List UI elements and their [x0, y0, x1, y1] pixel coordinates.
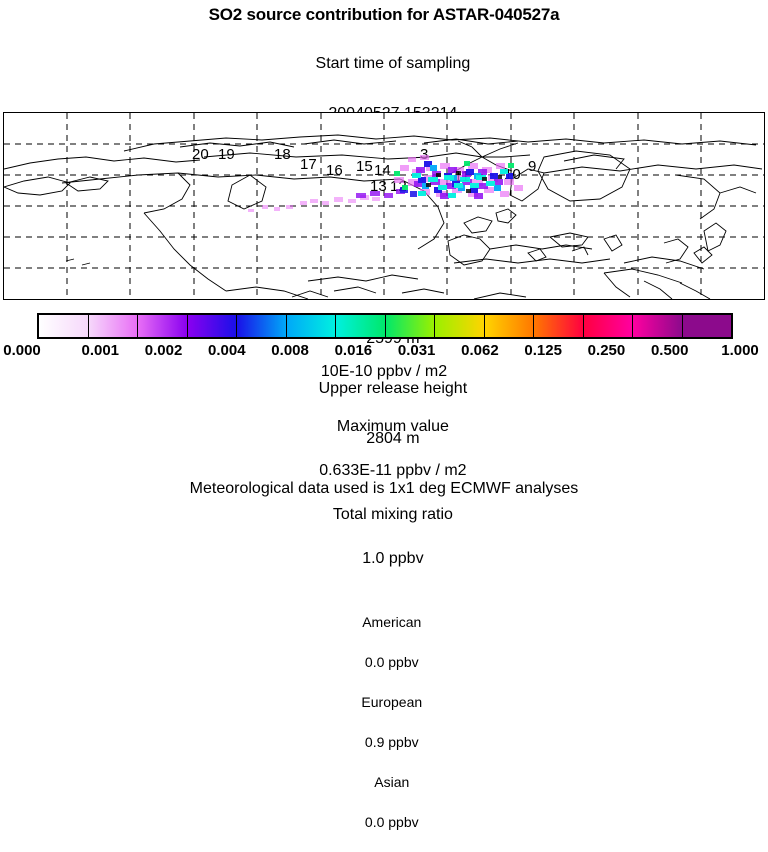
colorbar-band-9 [484, 315, 534, 337]
colorbar-band-8 [435, 315, 485, 337]
region-asian-value: 0.0 ppbv [364, 814, 419, 830]
colorbar-tick-labels: 0.000 0.001 0.002 0.004 0.008 0.016 0.031 0.062… [0, 342, 768, 362]
colorbar-band-13 [682, 315, 731, 337]
colorbar-band-10 [534, 315, 584, 337]
upper-release-height-label: Upper release height [318, 380, 468, 397]
upper-release-height-value: 2804 m [366, 430, 420, 447]
colorbar-unit-label: 10E-10 ppbv / m2 [320, 363, 448, 380]
trajectory-label-20: 20 [192, 146, 209, 163]
trajectory-label-3: 3 [420, 146, 428, 163]
region-american-label: American [362, 614, 422, 630]
colorbar-band-7 [385, 315, 435, 337]
statistics-block: Maximum value 0.633E-11 ppbv / m2 Total … [0, 394, 768, 852]
trajectory-label-16: 16 [326, 162, 343, 179]
start-time-label: Start time of sampling [315, 55, 471, 72]
region-european-label: European [361, 694, 423, 710]
maximum-value-label: Maximum value [336, 418, 449, 435]
colorbar [37, 313, 733, 339]
colorbar-tick-5: 0.016 [334, 342, 373, 359]
colorbar-band-4 [237, 315, 287, 337]
page-title: SO2 source contribution for ASTAR-040527… [208, 5, 560, 24]
meteorological-data-line: Meteorological data used is 1x1 deg ECMW… [189, 480, 579, 497]
map-panel: 20 19 18 17 16 15 14 13 12 3 11 10 9 [3, 112, 765, 300]
statistics-region-row: American 0.0 ppbv European 0.9 ppbv Asia… [0, 592, 768, 852]
colorbar-band-2 [138, 315, 188, 337]
colorbar-band-6 [336, 315, 386, 337]
colorbar-band-3 [187, 315, 237, 337]
total-mixing-ratio-value: 1.0 ppbv [362, 550, 424, 567]
concentration-plume [248, 155, 523, 212]
map-gridlines [4, 113, 764, 299]
colorbar-band-0 [39, 315, 89, 337]
colorbar-tick-4: 0.008 [271, 342, 309, 359]
colorbar-tick-8: 0.125 [524, 342, 562, 359]
trajectory-label-14: 14 [374, 162, 391, 179]
trajectory-label-13: 13 [370, 178, 387, 195]
trajectory-label-18: 18 [274, 146, 291, 163]
coastlines [4, 134, 763, 299]
trajectory-label-19: 19 [218, 146, 235, 163]
colorbar-band-5 [286, 315, 336, 337]
region-european-value: 0.9 ppbv [364, 734, 419, 750]
colorbar-tick-0: 0.000 [3, 342, 41, 359]
total-mixing-ratio-label: Total mixing ratio [332, 506, 453, 523]
colorbar-band-12 [633, 315, 683, 337]
colorbar-tick-9: 0.250 [587, 342, 626, 359]
colorbar-tick-3: 0.004 [208, 342, 246, 359]
trajectory-label-17: 17 [300, 156, 317, 173]
trajectory-day-labels: 20 19 18 17 16 15 14 13 12 3 11 10 9 [192, 146, 536, 195]
colorbar-tick-7: 0.062 [461, 342, 499, 359]
colorbar-band-1 [88, 315, 138, 337]
colorbar-tick-2: 0.002 [144, 342, 183, 359]
statistics-primary-row: Maximum value 0.633E-11 ppbv / m2 Total … [0, 394, 768, 592]
region-american-value: 0.0 ppbv [364, 654, 419, 670]
colorbar-tick-1: 0.001 [81, 342, 120, 359]
colorbar-tick-6: 0.031 [397, 342, 436, 359]
world-map: 20 19 18 17 16 15 14 13 12 3 11 10 9 [4, 113, 764, 299]
region-asian-label: Asian [374, 774, 410, 790]
maximum-value: 0.633E-11 ppbv / m2 [319, 462, 467, 479]
colorbar-tick-10: 0.500 [650, 342, 689, 359]
trajectory-label-15: 15 [356, 158, 373, 175]
colorbar-band-11 [583, 315, 633, 337]
colorbar-tick-11: 1.000 [721, 342, 759, 359]
trajectory-label-9: 9 [528, 158, 536, 175]
